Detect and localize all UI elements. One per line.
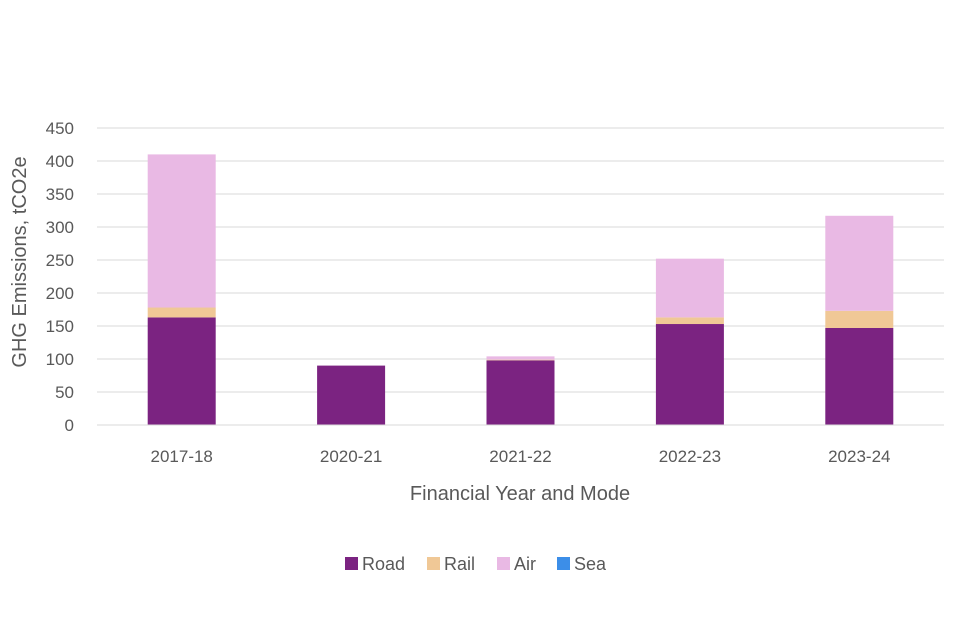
legend-label-air: Air	[514, 554, 536, 574]
legend-swatch-road	[345, 557, 358, 570]
y-tick-label: 150	[46, 317, 74, 336]
x-tick-label: 2020-21	[320, 447, 382, 466]
legend: Road Rail Air Sea	[345, 554, 607, 574]
bar-air-2021-22	[486, 356, 555, 360]
y-tick-label: 100	[46, 350, 74, 369]
y-tick-label: 200	[46, 284, 74, 303]
y-tick-label: 0	[65, 416, 74, 435]
y-tick-label: 350	[46, 185, 74, 204]
legend-swatch-air	[497, 557, 510, 570]
x-tick-label: 2021-22	[489, 447, 551, 466]
bar-road-2023-24	[825, 327, 894, 425]
y-tick-label: 250	[46, 251, 74, 270]
legend-swatch-sea	[557, 557, 570, 570]
x-tick-label: 2022-23	[659, 447, 721, 466]
bar-air-2023-24	[825, 215, 894, 311]
y-tick-label: 50	[55, 383, 74, 402]
bars	[97, 154, 944, 426]
bar-air-2017-18	[147, 154, 216, 308]
bar-road-2017-18	[147, 317, 216, 425]
bar-road-2021-22	[486, 360, 555, 425]
bar-air-2022-23	[655, 258, 724, 318]
legend-label-road: Road	[362, 554, 405, 574]
legend-swatch-rail	[427, 557, 440, 570]
gridlines	[97, 127, 944, 426]
bar-road-2022-23	[655, 324, 724, 425]
legend-label-sea: Sea	[574, 554, 607, 574]
x-axis-ticks: 2017-18 2020-21 2021-22 2022-23 2023-24	[151, 447, 891, 466]
bar-rail-2017-18	[147, 307, 216, 318]
bar-rail-2023-24	[825, 310, 894, 328]
y-tick-label: 450	[46, 119, 74, 138]
y-axis-title: GHG Emissions, tCO2e	[9, 156, 31, 367]
x-tick-label: 2017-18	[151, 447, 213, 466]
y-tick-label: 300	[46, 218, 74, 237]
y-axis-ticks: 0 50 100 150 200 250 300 350 400 450	[46, 119, 74, 435]
x-tick-label: 2023-24	[828, 447, 890, 466]
bar-rail-2021-22	[486, 359, 555, 361]
bar-rail-2022-23	[655, 317, 724, 325]
bar-road-2020-21	[317, 365, 386, 425]
x-axis-title: Financial Year and Mode	[410, 483, 630, 505]
legend-label-rail: Rail	[444, 554, 475, 574]
y-tick-label: 400	[46, 152, 74, 171]
